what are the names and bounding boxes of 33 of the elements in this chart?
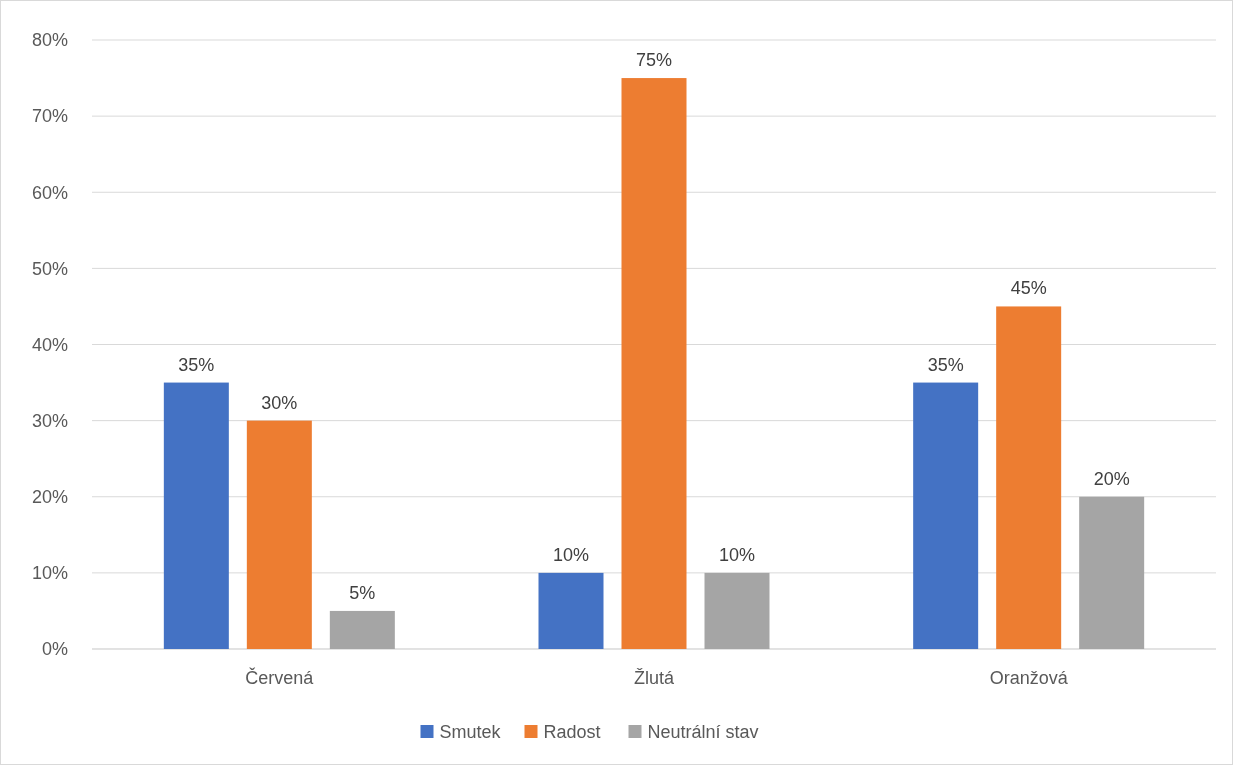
bar [1079, 496, 1145, 649]
y-tick-label: 80% [31, 30, 68, 51]
legend-label: Smutek [439, 722, 502, 743]
data-label: 10% [552, 544, 590, 565]
bar [704, 572, 770, 649]
y-tick-label: 30% [31, 410, 68, 431]
data-label: 10% [718, 544, 756, 565]
data-label: 5% [349, 582, 376, 603]
y-tick-label: 70% [31, 106, 68, 127]
data-label: 35% [178, 354, 215, 375]
y-tick-label: 60% [31, 182, 68, 203]
bar [996, 306, 1062, 649]
bar [621, 78, 687, 649]
bar [538, 572, 604, 649]
x-tick-label: Oranžová [989, 668, 1069, 688]
data-label: 75% [635, 50, 673, 71]
legend-label: Radost [543, 722, 601, 743]
bar [246, 420, 312, 649]
data-label: 20% [1093, 468, 1130, 489]
bar [163, 382, 229, 649]
data-label: 45% [1010, 278, 1047, 299]
y-tick-label: 0% [41, 639, 68, 660]
legend-label: Neutrální stav [647, 722, 759, 743]
x-tick-label: Červená [245, 667, 315, 688]
x-tick-label: Žlutá [633, 668, 675, 688]
data-label: 30% [261, 392, 298, 413]
bar [913, 382, 979, 649]
y-tick-label: 20% [31, 487, 68, 508]
data-label: 35% [927, 354, 964, 375]
y-tick-label: 10% [31, 563, 68, 584]
y-tick-label: 50% [31, 258, 68, 279]
y-tick-label: 40% [31, 334, 68, 355]
bar [329, 610, 395, 649]
